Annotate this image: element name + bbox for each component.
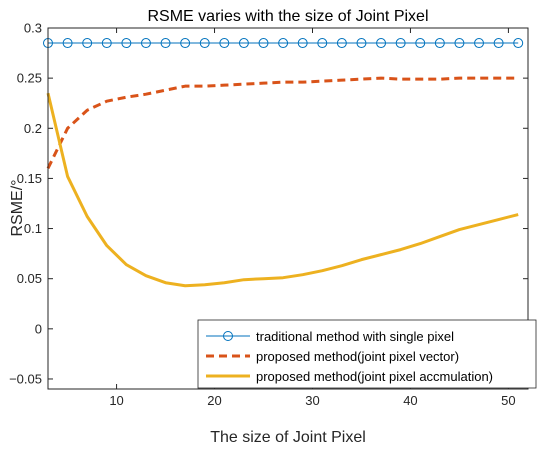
data-point-traditional (121, 38, 132, 49)
data-point-traditional (160, 38, 171, 49)
y-tick-label: 0.1 (24, 221, 42, 236)
y-axis-label: RSME/° (9, 179, 26, 236)
data-point-traditional (101, 38, 112, 49)
data-point-traditional (180, 38, 191, 49)
x-tick-label: 10 (109, 393, 123, 408)
x-tick-label: 50 (501, 393, 515, 408)
data-point-traditional (82, 38, 93, 49)
data-point-traditional (395, 38, 406, 49)
data-point-traditional (62, 38, 73, 49)
x-tick-label: 30 (305, 393, 319, 408)
legend: traditional method with single pixel pro… (197, 319, 537, 389)
y-tick-label: 0.2 (24, 121, 42, 136)
x-axis-label: The size of Joint Pixel (210, 429, 366, 446)
data-point-traditional (219, 38, 230, 49)
data-point-traditional (278, 38, 289, 49)
data-point-traditional (415, 38, 426, 49)
y-tick-label: −0.05 (9, 371, 42, 386)
data-point-traditional (493, 38, 504, 49)
plot-frame (47, 27, 529, 390)
data-point-traditional (336, 38, 347, 49)
y-tick-label: 0.3 (24, 21, 42, 36)
legend-box (197, 319, 537, 389)
chart-title: RSME varies with the size of Joint Pixel (148, 8, 429, 25)
data-point-traditional (317, 38, 328, 49)
legend-marker-traditional (223, 331, 233, 341)
y-tick-label: 0.25 (17, 71, 42, 86)
data-point-traditional (376, 38, 387, 49)
data-point-traditional (434, 38, 445, 49)
data-point-traditional (297, 38, 308, 49)
data-point-traditional (238, 38, 249, 49)
legend-label-accumulation: proposed method(joint pixel accmulation) (256, 369, 493, 384)
data-point-traditional (513, 38, 524, 49)
data-point-traditional (454, 38, 465, 49)
data-point-traditional (199, 38, 210, 49)
x-tick-label: 20 (207, 393, 221, 408)
data-point-traditional (474, 38, 485, 49)
y-tick-label: 0.15 (17, 171, 42, 186)
series-line-accumulation (46, 92, 519, 288)
legend-label-vector: proposed method(joint pixel vector) (256, 349, 459, 364)
data-point-traditional (140, 38, 151, 49)
y-tick-label: 0.05 (17, 271, 42, 286)
data-point-traditional (258, 38, 269, 49)
legend-label-traditional: traditional method with single pixel (256, 329, 454, 344)
ticks-layer: 10 20 30 40 50 −0.05 0 0.05 0.1 0.15 0.2 0.25 0.3 (9, 21, 528, 408)
x-tick-label: 40 (403, 393, 417, 408)
data-point-traditional (356, 38, 367, 49)
y-tick-label: 0 (35, 321, 42, 336)
